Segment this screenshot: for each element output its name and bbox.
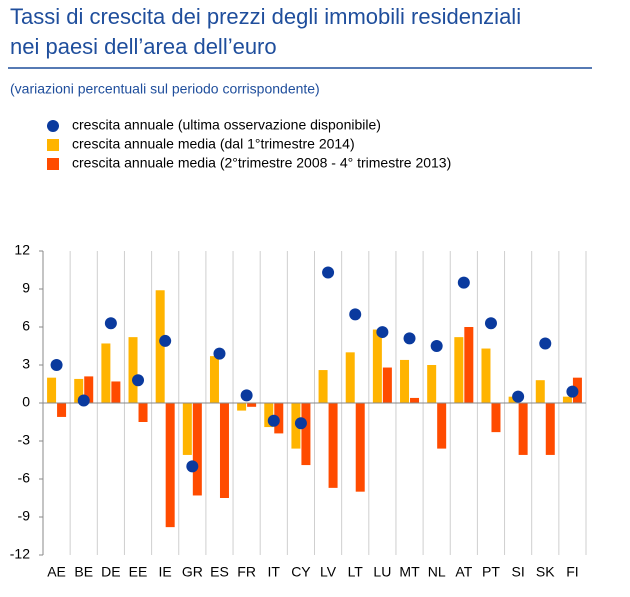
bar (101, 343, 111, 403)
bar (464, 327, 474, 403)
dot (294, 417, 307, 430)
bar (209, 356, 219, 403)
legend-label: crescita annuale (ultima osservazione di… (72, 117, 381, 133)
chart-title: nei paesi dell’area dell’euro (10, 34, 277, 59)
bar (219, 403, 229, 498)
bar (47, 377, 57, 403)
bar (410, 397, 420, 403)
dot (484, 317, 497, 330)
x-tick-label: DE (101, 564, 120, 580)
dot (77, 394, 90, 407)
y-tick-label: -9 (18, 508, 31, 524)
y-tick-label: 0 (22, 394, 30, 410)
bar (535, 380, 545, 403)
bar (111, 381, 121, 403)
bar (165, 403, 175, 528)
dot (539, 337, 552, 350)
dot (240, 389, 253, 402)
bar (372, 329, 382, 403)
x-tick-label: EE (129, 564, 148, 580)
y-tick-label: 12 (14, 242, 30, 258)
dot (430, 340, 443, 352)
bar (264, 403, 274, 428)
y-tick-label: 6 (22, 318, 30, 334)
bar (481, 348, 491, 403)
chart-subtitle: (variazioni percentuali sul periodo corr… (10, 81, 320, 97)
x-tick-label: CY (291, 564, 311, 580)
dot (457, 276, 470, 289)
bar (84, 376, 94, 403)
x-tick-label: SI (512, 564, 525, 580)
x-tick-label: SK (536, 564, 555, 580)
bar (400, 359, 410, 403)
bar (427, 365, 437, 403)
legend-marker (47, 120, 59, 132)
legend-marker (47, 158, 59, 170)
bar (301, 403, 311, 466)
dot (322, 266, 335, 279)
bar (247, 403, 257, 407)
x-tick-label: AE (47, 564, 66, 580)
legend-marker (47, 139, 59, 151)
y-tick-label: 3 (22, 356, 30, 372)
x-tick-label: AT (455, 564, 472, 580)
bar (155, 290, 165, 403)
bar (437, 403, 447, 449)
dot (376, 326, 389, 339)
dot (132, 374, 145, 387)
x-tick-label: GR (182, 564, 203, 580)
bar (355, 403, 365, 492)
x-tick-label: LT (348, 564, 364, 580)
x-tick-label: LV (320, 564, 337, 580)
bar (518, 403, 528, 455)
bar (382, 367, 392, 403)
dot (566, 385, 579, 398)
bar (454, 337, 464, 403)
bar (128, 337, 138, 403)
bar (138, 403, 148, 422)
bar (491, 403, 501, 433)
bar (545, 403, 555, 455)
y-tick-label: -12 (10, 546, 30, 562)
dot (186, 460, 199, 473)
bar (192, 403, 202, 496)
bar (237, 403, 247, 411)
x-tick-label: MT (399, 564, 420, 580)
dot (104, 317, 117, 330)
dot (403, 332, 416, 345)
legend-label: crescita annuale media (2°trimestre 2008… (72, 155, 451, 171)
x-tick-label: FR (237, 564, 256, 580)
dot (159, 334, 172, 347)
dot (213, 347, 226, 360)
x-tick-label: LU (373, 564, 391, 580)
chart-title: Tassi di crescita dei prezzi degli immob… (10, 4, 521, 29)
dot (50, 359, 63, 371)
bar (182, 403, 192, 455)
x-tick-label: IE (159, 564, 172, 580)
x-tick-label: ES (210, 564, 229, 580)
x-tick-label: NL (428, 564, 446, 580)
y-tick-label: -3 (18, 432, 31, 448)
x-tick-label: BE (74, 564, 93, 580)
legend-label: crescita annuale media (dal 1°trimestre … (72, 136, 355, 152)
bar (318, 370, 328, 403)
dot (512, 390, 525, 403)
x-tick-label: IT (268, 564, 281, 580)
bar (562, 396, 572, 403)
y-tick-label: 9 (22, 280, 30, 296)
bar (345, 352, 355, 403)
dot (349, 308, 362, 321)
dot (267, 414, 280, 427)
x-tick-label: PT (482, 564, 500, 580)
bar (74, 378, 84, 403)
bar (57, 403, 67, 417)
y-tick-label: -6 (18, 470, 31, 486)
x-tick-label: FI (566, 564, 578, 580)
bar (328, 403, 338, 488)
